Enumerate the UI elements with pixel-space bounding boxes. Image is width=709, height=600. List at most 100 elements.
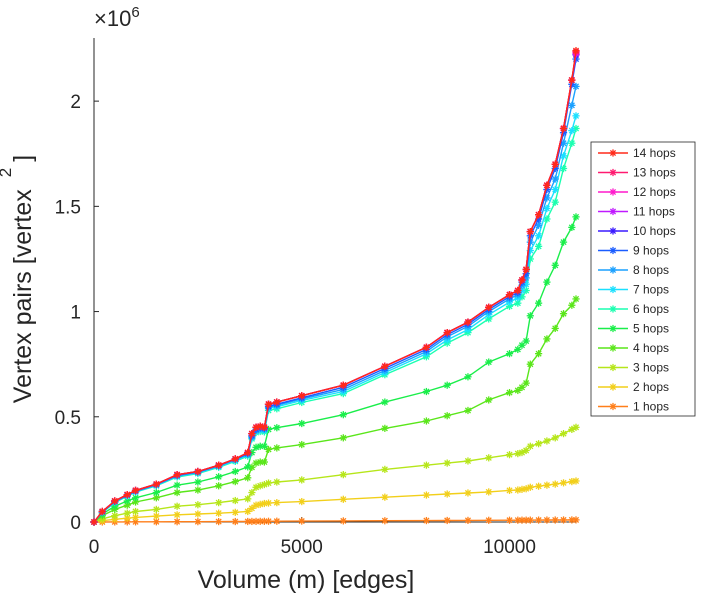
y-tick-label: 2: [70, 92, 81, 113]
data-point: [194, 486, 202, 494]
data-point: [273, 517, 281, 525]
legend-label: 11 hops: [633, 205, 675, 219]
data-point: [339, 495, 347, 503]
data-point: [543, 278, 551, 286]
series-line: [93, 52, 577, 523]
data-point: [464, 373, 472, 381]
legend-swatch-marker: [609, 344, 617, 352]
data-point: [505, 350, 514, 358]
data-point: [152, 494, 160, 502]
data-point: [443, 412, 451, 420]
data-point: [505, 486, 514, 495]
series-3-hops: [90, 423, 580, 526]
data-point: [443, 381, 451, 389]
x-axis-title: Volume (m) [edges]: [198, 566, 415, 594]
data-point: [543, 437, 551, 445]
legend-swatch-marker: [609, 402, 617, 411]
data-point: [443, 329, 451, 337]
legend-item: 3 hops: [598, 361, 669, 375]
data-point: [572, 423, 580, 431]
legend: 14 hops 13 hops 12 hops 11 hops 10 hops 9 hop…: [590, 141, 696, 417]
data-point: [298, 392, 306, 400]
legend-item: 9 hops: [598, 244, 669, 258]
data-point: [215, 461, 223, 469]
data-point: [559, 152, 568, 160]
legend-item: 11 hops: [598, 205, 675, 219]
data-point: [264, 499, 273, 507]
data-point: [464, 318, 472, 326]
series-line: [93, 128, 577, 523]
data-point: [551, 434, 559, 442]
data-point: [443, 459, 451, 467]
series-line: [93, 51, 577, 523]
data-point: [152, 488, 160, 497]
legend-label: 10 hops: [633, 224, 676, 238]
series-line: [93, 50, 577, 523]
data-point: [298, 517, 306, 525]
series-line: [93, 426, 577, 523]
data-point: [173, 481, 181, 489]
data-point: [535, 516, 543, 524]
data-point: [244, 495, 252, 503]
data-point: [526, 516, 534, 524]
data-point: [422, 491, 431, 499]
data-point: [535, 211, 543, 219]
legend-label: 7 hops: [633, 283, 669, 297]
data-point: [244, 448, 252, 457]
data-point: [505, 291, 514, 299]
legend-swatch-marker: [609, 149, 617, 157]
data-point: [559, 238, 568, 246]
series-line: [93, 53, 577, 523]
data-point: [131, 518, 140, 526]
legend-label: 12 hops: [633, 185, 676, 199]
data-point: [123, 497, 131, 505]
data-point: [339, 517, 347, 525]
data-point: [485, 303, 493, 311]
legend-label: 8 hops: [633, 263, 669, 277]
data-point: [572, 477, 580, 485]
data-point: [260, 442, 268, 450]
y-tick-label: 1: [70, 303, 81, 324]
data-point: [526, 312, 534, 320]
data-point: [273, 444, 281, 452]
data-point: [551, 480, 559, 488]
data-point: [173, 502, 181, 510]
data-point: [572, 47, 580, 55]
data-point: [248, 488, 256, 497]
series-line: [93, 54, 577, 523]
data-point: [568, 101, 576, 109]
data-point: [244, 507, 252, 516]
legend-item: 6 hops: [598, 302, 669, 316]
legend-item: 1 hops: [598, 400, 669, 414]
data-point: [273, 424, 281, 432]
series-14-hops: [90, 47, 580, 526]
legend-item: 10 hops: [598, 224, 676, 238]
data-point: [526, 483, 534, 491]
data-point: [514, 386, 522, 395]
data-point: [543, 516, 551, 524]
data-point: [173, 488, 181, 497]
data-point: [568, 139, 576, 147]
legend-item: 7 hops: [598, 283, 669, 297]
y-axis-title: Vertex pairs [vertex2]: [0, 155, 37, 403]
data-point: [559, 124, 568, 133]
data-point: [464, 406, 472, 415]
data-point: [231, 496, 239, 505]
data-point: [90, 518, 98, 526]
data-point: [535, 350, 543, 358]
data-point: [248, 430, 256, 438]
data-point: [244, 474, 252, 482]
data-point: [339, 434, 347, 442]
series-6-hops: [90, 124, 580, 526]
series-13-hops: [90, 48, 580, 526]
data-point: [231, 477, 239, 486]
data-point: [464, 516, 472, 525]
series-2-hops: [90, 477, 580, 526]
data-point: [526, 360, 534, 368]
data-point: [526, 442, 534, 450]
axes: [93, 38, 576, 523]
data-point: [231, 467, 239, 476]
legend-swatch-marker: [609, 363, 617, 372]
data-point: [98, 507, 106, 516]
data-point: [152, 505, 160, 513]
